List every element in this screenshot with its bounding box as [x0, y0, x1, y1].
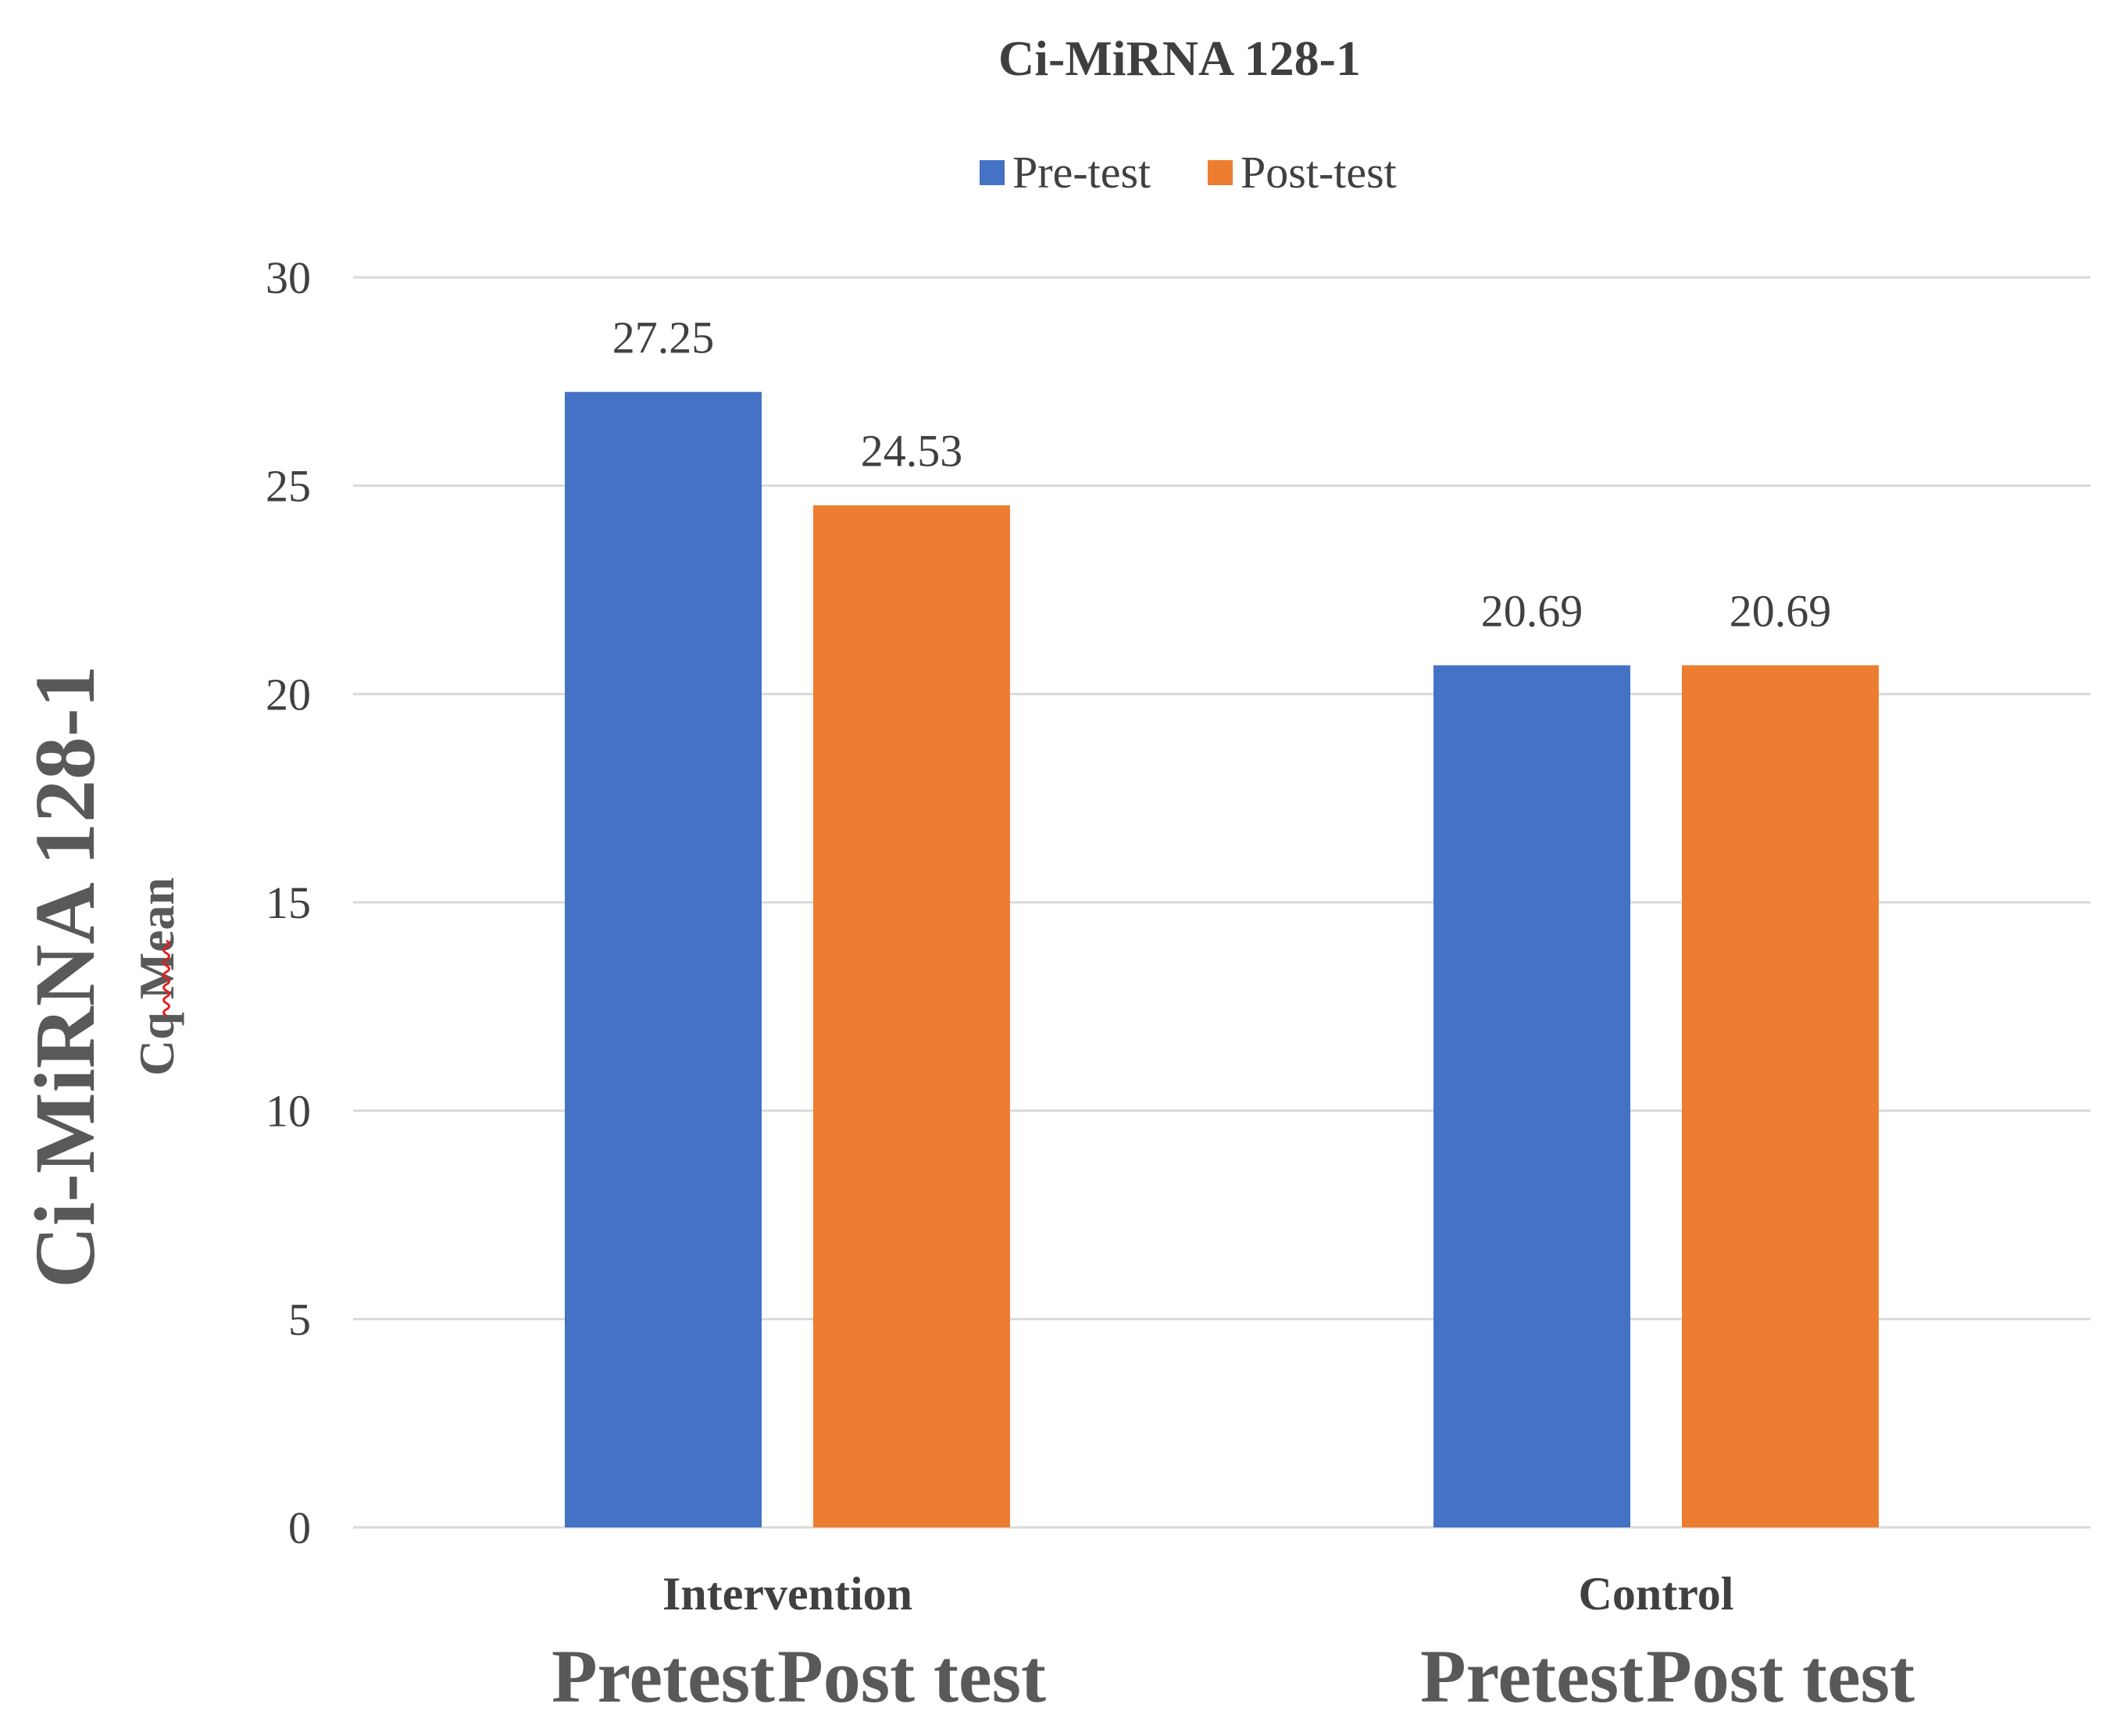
data-label-control-post-test: 20.69 [1730, 586, 1832, 637]
y-tick-label-5: 5 [288, 1294, 311, 1345]
legend: Pre-test Post-test [980, 147, 1397, 198]
chart-title: Ci-MiRNA 128-1 [998, 30, 1361, 86]
x-category-label-control: Control [1579, 1568, 1734, 1620]
bar-control-post-test [1682, 665, 1879, 1527]
y-tick-label-30: 30 [266, 252, 311, 303]
x-category-label-intervention: Intervention [662, 1568, 912, 1620]
y-tick-label-10: 10 [266, 1086, 311, 1137]
data-labels: 27.25 24.53 20.69 20.69 [612, 313, 1832, 637]
legend-label-pre-test: Pre-test [1012, 147, 1151, 198]
y-tick-label-20: 20 [266, 669, 311, 720]
y-tick-label-25: 25 [266, 461, 311, 512]
y-axis-subtitle: Cq Mean [129, 877, 184, 1076]
x-sublabel-intervention-pre-test: Pretest [552, 1634, 775, 1718]
bar-intervention-post-test [813, 505, 1010, 1527]
y-tick-label-15: 15 [266, 877, 311, 928]
legend-swatch-pre-test [980, 160, 1005, 185]
x-sublabel-control-pre-test: Pretest [1420, 1634, 1644, 1718]
y-tick-label-0: 0 [288, 1502, 311, 1553]
legend-label-post-test: Post-test [1241, 147, 1397, 198]
bar-control-pre-test [1433, 665, 1630, 1527]
legend-swatch-post-test [1208, 160, 1233, 185]
y-axis-tick-labels: 0 5 10 15 20 25 30 [266, 252, 311, 1553]
spellcheck-squiggle [162, 939, 170, 1017]
y-axis-title: Ci-MiRNA 128-1 [17, 665, 112, 1288]
x-sublabel-control-post-test: Post test [1646, 1634, 1915, 1718]
data-label-intervention-post-test: 24.53 [861, 426, 963, 477]
y-axis-label: Ci-MiRNA 128-1 Cq Mean [17, 665, 184, 1288]
bar-intervention-pre-test [565, 391, 762, 1528]
bars [565, 391, 1879, 1528]
x-sublabel-intervention-post-test: Post test [777, 1634, 1046, 1718]
data-label-intervention-pre-test: 27.25 [612, 313, 715, 363]
data-label-control-pre-test: 20.69 [1481, 586, 1583, 637]
